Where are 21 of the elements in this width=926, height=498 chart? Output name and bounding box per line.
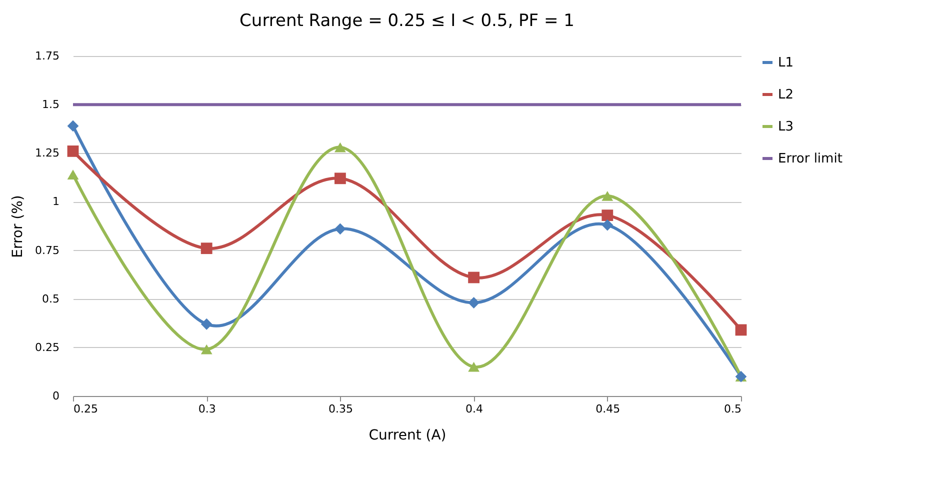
x-tick-label: 0.5	[724, 402, 742, 416]
legend-label: L3	[778, 120, 794, 134]
y-tick-label: 0.5	[42, 292, 60, 306]
x-tick-label: 0.3	[198, 402, 216, 416]
y-tick-label: 1.75	[35, 50, 60, 62]
y-tick-label: 0.75	[35, 244, 60, 257]
y-tick-label: 1.25	[35, 146, 60, 160]
x-tick-label: 0.35	[328, 402, 353, 416]
x-axis-title: Current (A)	[368, 428, 446, 444]
y-tick-label: 1.5	[42, 98, 60, 112]
legend-label: Error limit	[778, 152, 842, 166]
y-tick-label: 1	[52, 195, 60, 208]
y-axis-title: Error (%)	[10, 195, 26, 258]
legend-label: L1	[778, 56, 794, 70]
x-tick-label: 0.4	[466, 402, 484, 416]
legend-label: L2	[778, 88, 794, 102]
x-tick-label: 0.45	[596, 402, 620, 416]
chart-title: Current Range = 0.25 ≤ I < 0.5, PF = 1	[240, 11, 574, 31]
x-tick-label: 0.25	[74, 402, 98, 416]
y-tick-label: 0.25	[35, 340, 60, 354]
y-tick-label: 0	[52, 390, 60, 402]
